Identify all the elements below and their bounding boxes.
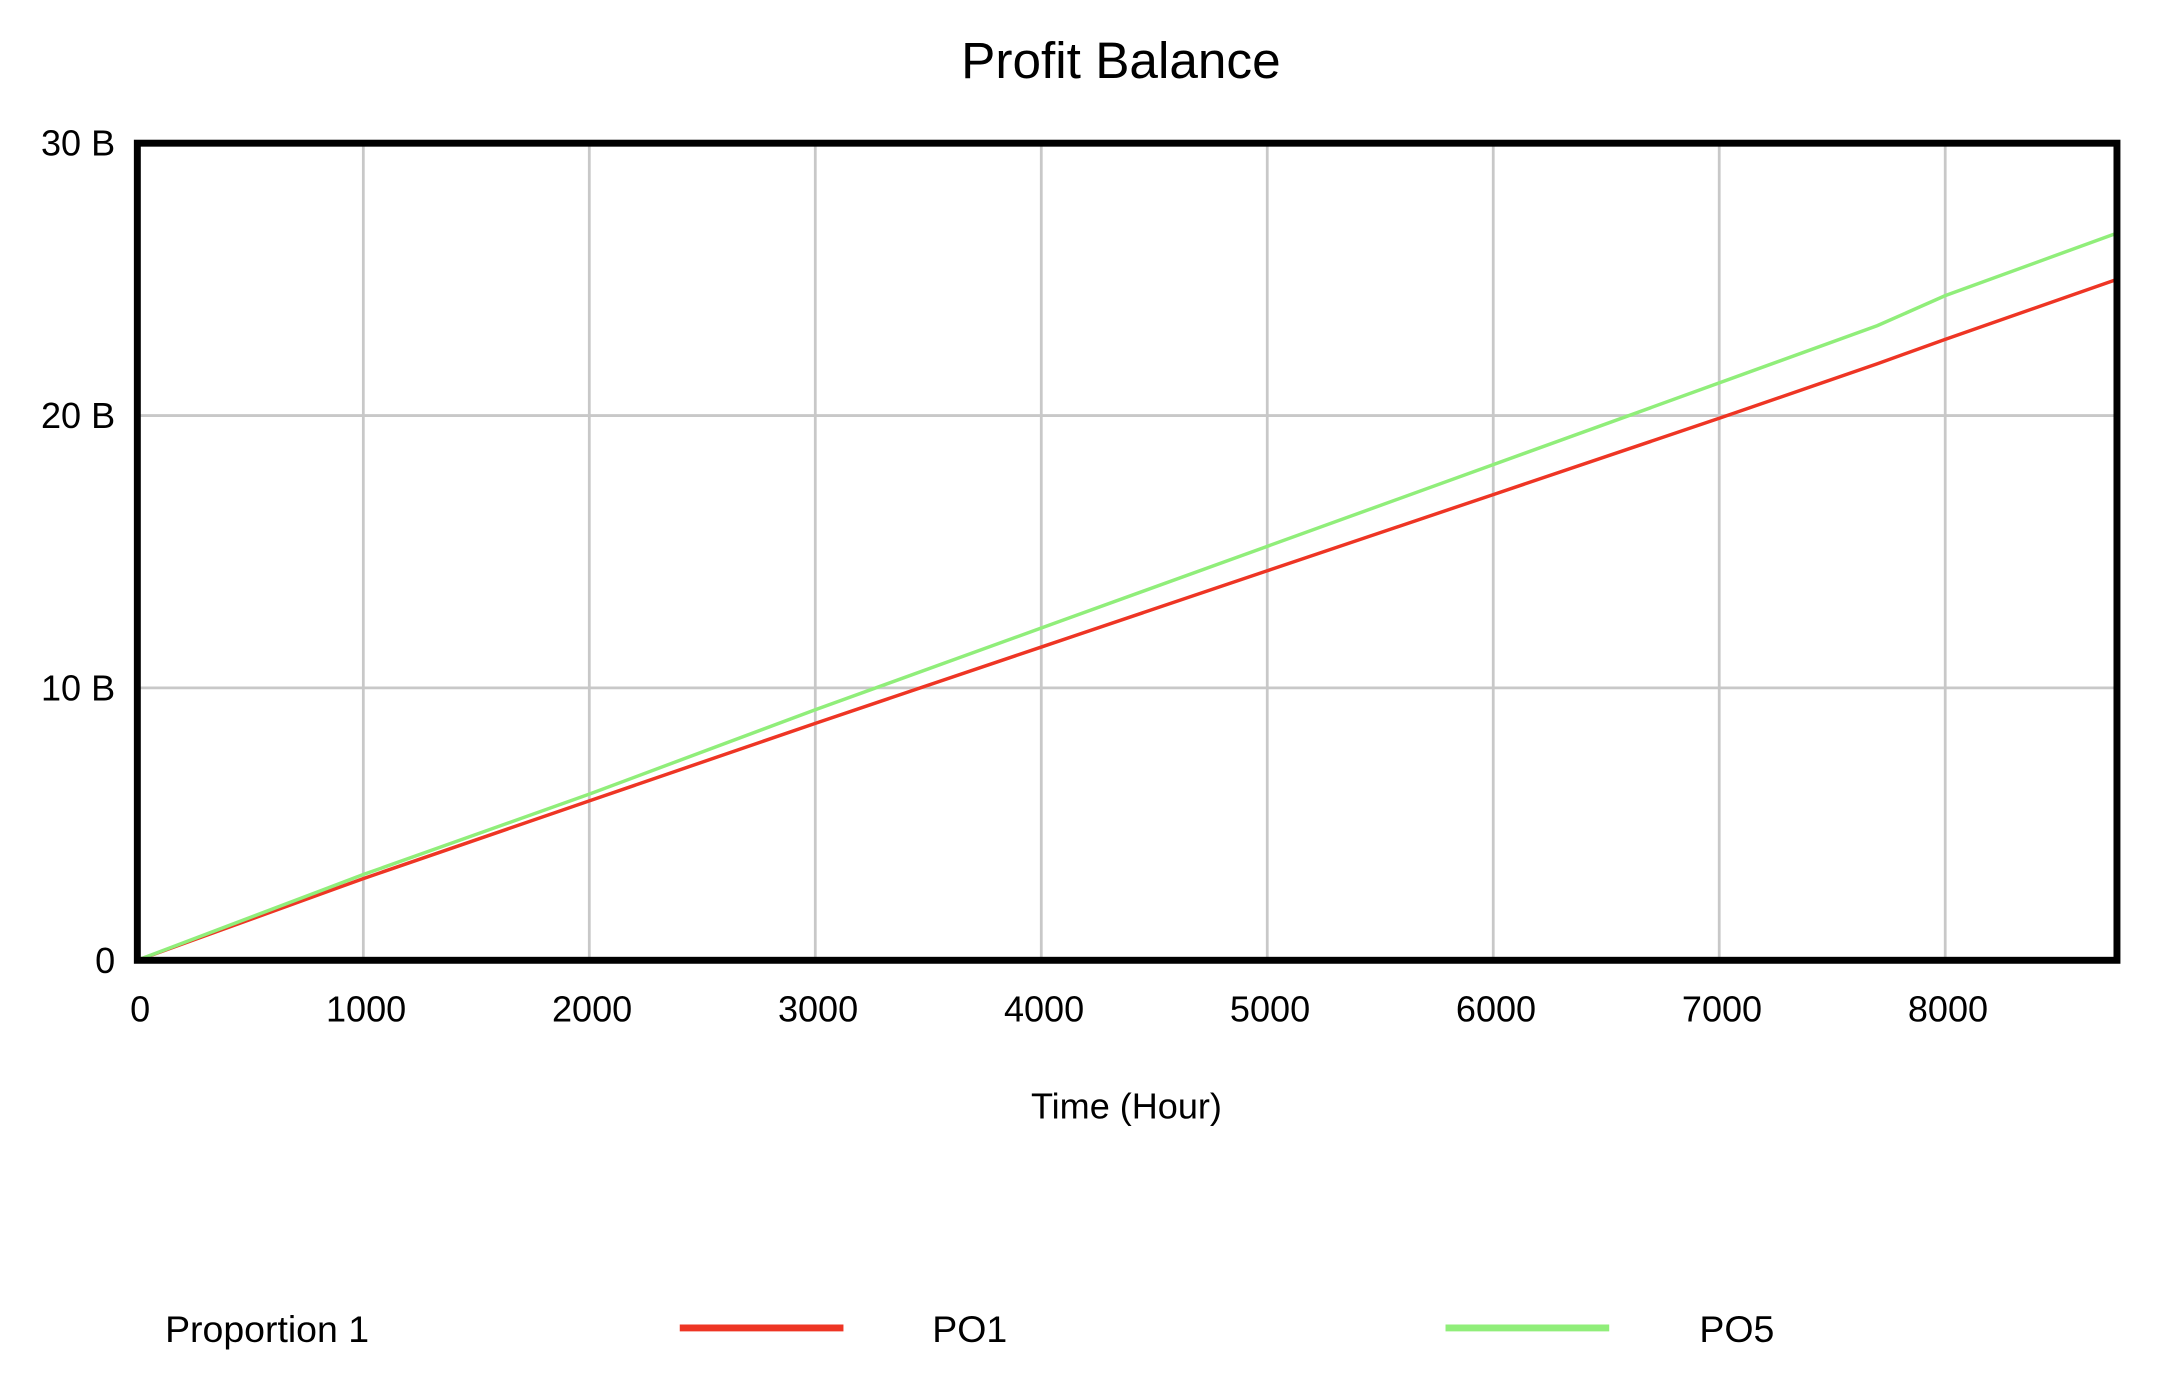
x-tick-label: 4000	[1004, 988, 1084, 1029]
legend-title: Proportion 1	[165, 1308, 369, 1350]
x-tick-label: 3000	[778, 988, 858, 1029]
x-tick-label: 5000	[1230, 988, 1310, 1029]
y-tick-label: 20 B	[41, 395, 115, 436]
series-lines	[136, 231, 2118, 962]
x-tick-labels: 0 1000 2000 3000 4000 5000 6000 7000 8000	[130, 988, 1988, 1029]
y-tick-labels: 0 10 B 20 B 30 B	[41, 123, 115, 981]
x-tick-label: 6000	[1456, 988, 1536, 1029]
legend-label-po5: PO5	[1699, 1308, 1774, 1350]
x-axis-label: Time (Hour)	[1031, 1085, 1222, 1126]
x-tick-label: 1000	[326, 988, 406, 1029]
legend-label-po1: PO1	[932, 1308, 1007, 1350]
legend: Proportion 1 PO1 PO5	[165, 1308, 1774, 1350]
series-line-po1	[136, 277, 2118, 962]
y-tick-label: 30 B	[41, 123, 115, 164]
grid	[137, 143, 2117, 961]
y-tick-label: 10 B	[41, 667, 115, 708]
x-tick-label: 8000	[1908, 988, 1988, 1029]
plot-frame	[133, 139, 2121, 964]
chart-title: Profit Balance	[961, 32, 1280, 89]
y-tick-label: 0	[95, 940, 115, 981]
x-tick-label: 0	[130, 988, 150, 1029]
x-tick-label: 7000	[1682, 988, 1762, 1029]
x-tick-label: 2000	[552, 988, 632, 1029]
series-line-po5	[136, 231, 2118, 962]
